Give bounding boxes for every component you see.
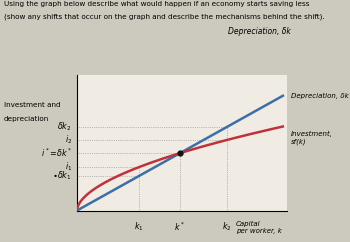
Text: $k^*$: $k^*$ xyxy=(174,221,186,233)
Text: Depreciation, δk: Depreciation, δk xyxy=(228,27,290,36)
Text: (show any shifts that occur on the graph and describe the mechanisms behind the : (show any shifts that occur on the graph… xyxy=(4,13,324,20)
Text: $k_2$: $k_2$ xyxy=(223,221,232,233)
Text: Depreciation, δk: Depreciation, δk xyxy=(291,93,349,99)
Text: $k_1$: $k_1$ xyxy=(134,221,144,233)
Text: depreciation: depreciation xyxy=(4,116,49,122)
Text: Investment and: Investment and xyxy=(4,102,60,108)
Text: $\bullet\delta k_1$: $\bullet\delta k_1$ xyxy=(52,170,72,182)
Text: $\delta k_2$: $\delta k_2$ xyxy=(57,121,72,133)
Text: Investment,
sf(k): Investment, sf(k) xyxy=(291,131,333,145)
Text: $i_1$: $i_1$ xyxy=(64,161,72,174)
Text: $i_2$: $i_2$ xyxy=(65,134,72,146)
Text: Using the graph below describe what would happen if an economy starts saving les: Using the graph below describe what woul… xyxy=(4,1,309,7)
Text: $i^*\!=\!\delta k^*$: $i^*\!=\!\delta k^*$ xyxy=(41,147,72,159)
Text: Capital
per worker, k: Capital per worker, k xyxy=(236,221,281,234)
